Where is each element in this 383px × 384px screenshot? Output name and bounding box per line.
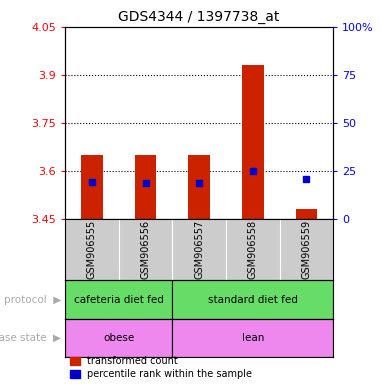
Text: obese: obese [103,333,134,343]
Bar [172,280,333,319]
Bar [65,280,172,319]
Text: standard diet fed: standard diet fed [208,295,298,305]
Title: GDS4344 / 1397738_at: GDS4344 / 1397738_at [118,10,280,25]
Text: GSM906556: GSM906556 [141,220,151,279]
Bar [65,319,172,357]
Bar [296,209,317,219]
Bar [135,155,156,219]
Text: GSM906557: GSM906557 [194,220,204,279]
Bar [242,65,264,219]
Text: lean: lean [242,333,264,343]
Text: GSM906559: GSM906559 [301,220,311,279]
Text: cafeteria diet fed: cafeteria diet fed [74,295,164,305]
Bar [81,155,103,219]
Text: protocol  ▶: protocol ▶ [4,295,61,305]
Legend: transformed count, percentile rank within the sample: transformed count, percentile rank withi… [70,356,252,379]
Text: GSM906555: GSM906555 [87,220,97,279]
Bar [172,319,333,357]
Text: GSM906558: GSM906558 [248,220,258,279]
Text: disease state  ▶: disease state ▶ [0,333,61,343]
Bar [188,155,210,219]
